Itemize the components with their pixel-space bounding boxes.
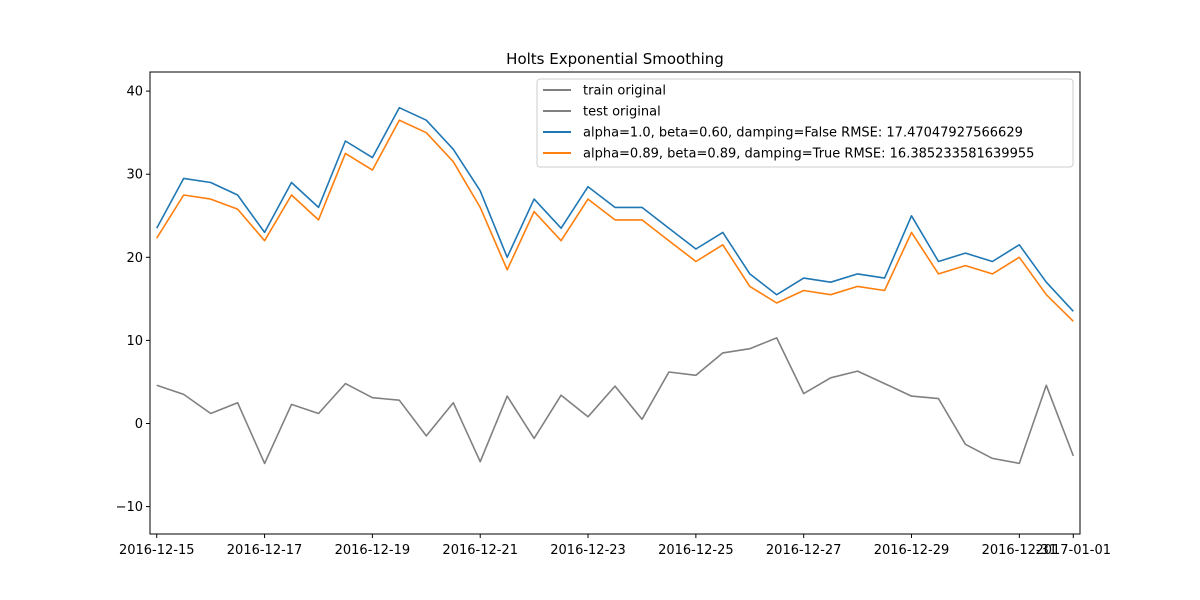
x-tick-label: 2016-12-19 — [335, 543, 411, 558]
x-tick-label: 2017-01-01 — [1035, 543, 1111, 558]
y-tick-label: 0 — [135, 417, 143, 432]
x-tick-label: 2016-12-21 — [442, 543, 518, 558]
x-tick-label: 2016-12-27 — [766, 543, 842, 558]
y-tick-label: 30 — [126, 168, 143, 183]
series-line-2 — [155, 106, 1074, 312]
x-tick-label: 2016-12-15 — [119, 543, 195, 558]
x-tick-label: 2016-12-31 — [982, 543, 1058, 558]
legend-label-3: alpha=0.89, beta=0.89, damping=True RMSE… — [583, 147, 1034, 162]
legend-items: train original test original alpha=1.0, be… — [543, 84, 1034, 162]
legend-label-1: test original — [583, 105, 661, 120]
y-axis: −10 0 10 20 30 40 — [116, 85, 150, 515]
plot-frame — [149, 71, 1081, 535]
legend-label-2: alpha=1.0, beta=0.60, damping=False RMSE… — [583, 126, 1023, 141]
legend-label-0: train original — [583, 84, 666, 99]
series-line-3 — [156, 119, 1074, 322]
chart-title: Holts Exponential Smoothing — [506, 50, 724, 68]
y-tick-label: 20 — [126, 251, 143, 266]
y-tick-label: −10 — [116, 500, 143, 515]
y-tick-label: 40 — [126, 85, 143, 100]
y-tick-label: 10 — [126, 334, 143, 349]
x-tick-label: 2016-12-25 — [658, 543, 734, 558]
legend-box — [536, 78, 1074, 168]
x-axis: 2016-12-15 2016-12-17 2016-12-19 2016-12-21… — [119, 534, 1111, 558]
x-tick-label: 2016-12-29 — [874, 543, 950, 558]
series-layer — [155, 106, 1075, 465]
x-tick-label: 2016-12-17 — [227, 543, 303, 558]
x-tick-label: 2016-12-23 — [550, 543, 626, 558]
legend: train original test original alpha=1.0, be… — [536, 78, 1074, 168]
series-line-0 — [156, 337, 1075, 465]
